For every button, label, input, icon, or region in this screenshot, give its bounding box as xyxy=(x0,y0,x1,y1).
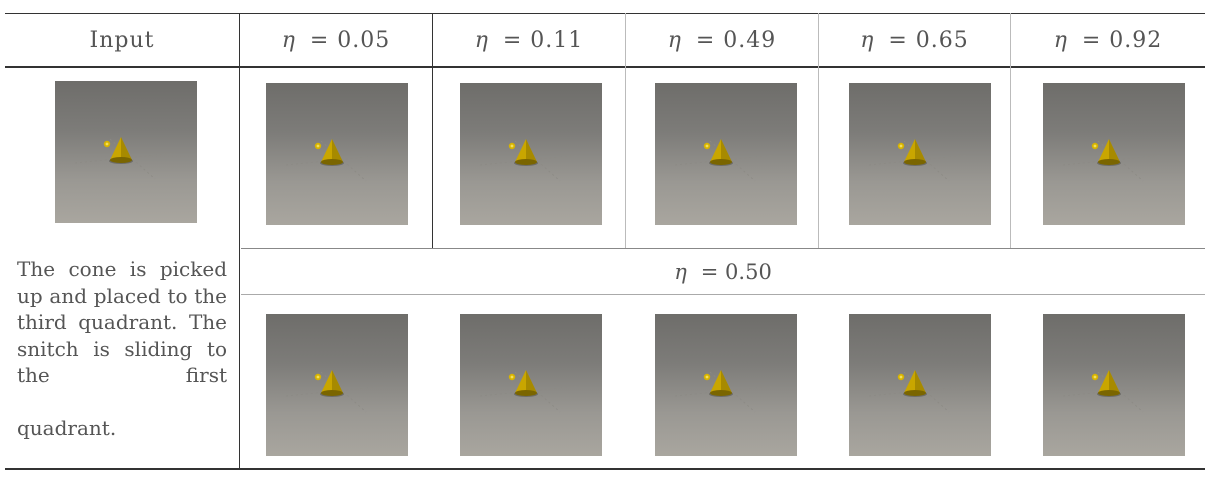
middle-row-label: η = 0.50 xyxy=(241,250,1205,294)
column-divider-4 xyxy=(1010,13,1011,248)
column-divider-2 xyxy=(625,13,626,248)
column-label: = 0.05 xyxy=(309,27,391,53)
eta-symbol: η xyxy=(281,27,296,53)
header-column-4: η = 0.65 xyxy=(819,14,1010,66)
column-divider-1 xyxy=(432,13,433,248)
input-caption-last-line: quadrant. xyxy=(17,416,117,440)
top-rule xyxy=(5,13,1205,14)
input-column-divider xyxy=(239,13,240,470)
input-label: Input xyxy=(89,27,155,53)
column-label: = 0.92 xyxy=(1081,27,1163,53)
eta-symbol: η xyxy=(667,27,682,53)
input-caption: The cone is picked up and placed to the … xyxy=(17,257,227,387)
result-image-r1c3 xyxy=(655,83,797,225)
middle-row-value: = 0.50 xyxy=(700,260,772,284)
header-column-3: η = 0.49 xyxy=(626,14,818,66)
column-label: = 0.49 xyxy=(695,27,777,53)
eta-symbol: η xyxy=(674,260,687,284)
column-label: = 0.11 xyxy=(502,27,584,53)
result-image-r2c2 xyxy=(460,314,602,456)
middle-row-top-rule xyxy=(241,248,1205,249)
eta-symbol: η xyxy=(474,27,489,53)
header-column-1: η = 0.05 xyxy=(240,14,432,66)
column-label: = 0.65 xyxy=(888,27,969,53)
header-column-5: η = 0.92 xyxy=(1011,14,1205,66)
column-divider-3 xyxy=(818,13,819,248)
header-rule xyxy=(5,66,1205,68)
result-image-r1c2 xyxy=(460,83,602,225)
result-image-r2c1 xyxy=(266,314,408,456)
result-image-r1c1 xyxy=(266,83,408,225)
middle-row-bottom-rule xyxy=(241,294,1205,295)
result-image-r2c3 xyxy=(655,314,797,456)
eta-symbol: η xyxy=(1053,27,1068,53)
header-column-2: η = 0.11 xyxy=(433,14,625,66)
header-input: Input xyxy=(5,14,239,66)
eta-symbol: η xyxy=(860,27,875,53)
bottom-rule xyxy=(5,468,1205,470)
result-image-r1c5 xyxy=(1043,83,1185,225)
input-image xyxy=(55,81,197,223)
result-image-r2c4 xyxy=(849,314,991,456)
result-image-r2c5 xyxy=(1043,314,1185,456)
result-image-r1c4 xyxy=(849,83,991,225)
